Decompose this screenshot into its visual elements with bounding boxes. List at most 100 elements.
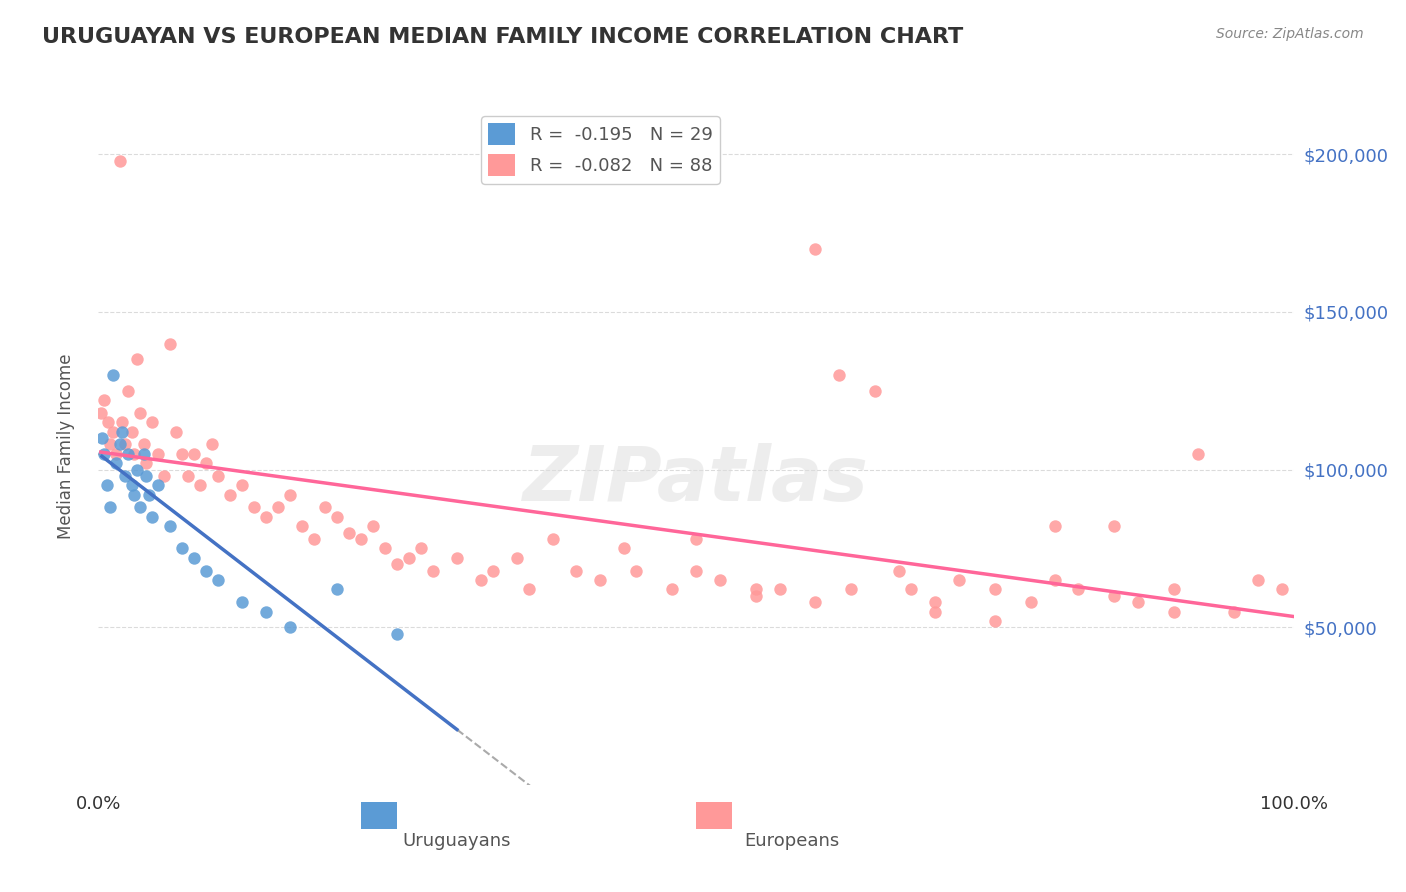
Point [709, 573, 731, 587]
Point [506, 550, 529, 565]
Point [93, 393, 115, 408]
Point [148, 478, 170, 492]
Point [132, 437, 155, 451]
Point [114, 469, 136, 483]
Point [243, 500, 266, 515]
Text: ZIPatlas: ZIPatlas [523, 443, 869, 516]
Point [948, 573, 970, 587]
Point [207, 573, 229, 587]
Point [141, 415, 163, 429]
Point [1104, 519, 1126, 533]
Point [141, 510, 163, 524]
Point [129, 406, 152, 420]
Point [769, 582, 792, 597]
Point [470, 573, 492, 587]
Point [889, 564, 911, 578]
Point [745, 589, 768, 603]
Point [121, 478, 143, 492]
Point [97, 415, 120, 429]
Point [745, 582, 768, 597]
Text: Europeans: Europeans [744, 832, 839, 850]
Point [398, 550, 420, 565]
Point [121, 425, 143, 439]
Point [446, 550, 468, 565]
Point [165, 425, 187, 439]
Point [900, 582, 922, 597]
Point [565, 564, 588, 578]
Point [589, 573, 612, 587]
Point [661, 582, 683, 597]
FancyBboxPatch shape [696, 802, 733, 829]
Point [1019, 595, 1042, 609]
Point [804, 242, 827, 256]
Point [138, 488, 160, 502]
Point [865, 384, 887, 398]
Point [177, 469, 200, 483]
Point [385, 626, 409, 640]
Text: Uruguayans: Uruguayans [402, 832, 512, 850]
Text: Source: ZipAtlas.com: Source: ZipAtlas.com [1216, 27, 1364, 41]
Point [195, 564, 218, 578]
Point [172, 541, 194, 556]
Point [183, 550, 205, 565]
Point [91, 431, 114, 445]
Point [105, 447, 128, 461]
Point [124, 488, 146, 502]
Legend: R =  -0.195   N = 29, R =  -0.082   N = 88: R = -0.195 N = 29, R = -0.082 N = 88 [481, 116, 720, 184]
Point [101, 368, 124, 382]
Point [108, 437, 131, 451]
Point [984, 582, 1007, 597]
Point [374, 541, 396, 556]
Point [804, 595, 827, 609]
Point [385, 558, 409, 572]
Point [1163, 605, 1185, 619]
Text: URUGUAYAN VS EUROPEAN MEDIAN FAMILY INCOME CORRELATION CHART: URUGUAYAN VS EUROPEAN MEDIAN FAMILY INCO… [42, 27, 963, 46]
Point [201, 437, 224, 451]
Point [541, 532, 564, 546]
Point [117, 447, 139, 461]
Point [685, 564, 707, 578]
Point [96, 478, 118, 492]
Point [828, 368, 851, 382]
Point [159, 519, 181, 533]
Point [924, 605, 946, 619]
Point [1187, 447, 1209, 461]
Point [124, 447, 146, 461]
Point [841, 582, 863, 597]
Point [125, 463, 148, 477]
FancyBboxPatch shape [361, 802, 398, 829]
Point [613, 541, 636, 556]
Point [1067, 582, 1090, 597]
Point [517, 582, 540, 597]
Point [315, 500, 337, 515]
Point [984, 614, 1007, 628]
Point [117, 384, 139, 398]
Point [135, 456, 157, 470]
Point [1043, 573, 1066, 587]
Point [254, 605, 277, 619]
Point [114, 437, 136, 451]
Point [291, 519, 314, 533]
Point [231, 595, 253, 609]
Point [135, 469, 157, 483]
Point [1163, 582, 1185, 597]
Point [93, 447, 115, 461]
Point [339, 525, 361, 540]
Point [267, 500, 290, 515]
Point [153, 469, 176, 483]
Point [159, 336, 181, 351]
Point [125, 352, 148, 367]
Point [411, 541, 433, 556]
Point [90, 406, 112, 420]
Point [101, 425, 124, 439]
Point [111, 425, 134, 439]
Point [111, 415, 134, 429]
Point [326, 510, 349, 524]
Point [363, 519, 385, 533]
Point [254, 510, 277, 524]
Point [148, 447, 170, 461]
Point [278, 488, 301, 502]
Point [195, 456, 218, 470]
Point [626, 564, 648, 578]
Point [1043, 519, 1066, 533]
